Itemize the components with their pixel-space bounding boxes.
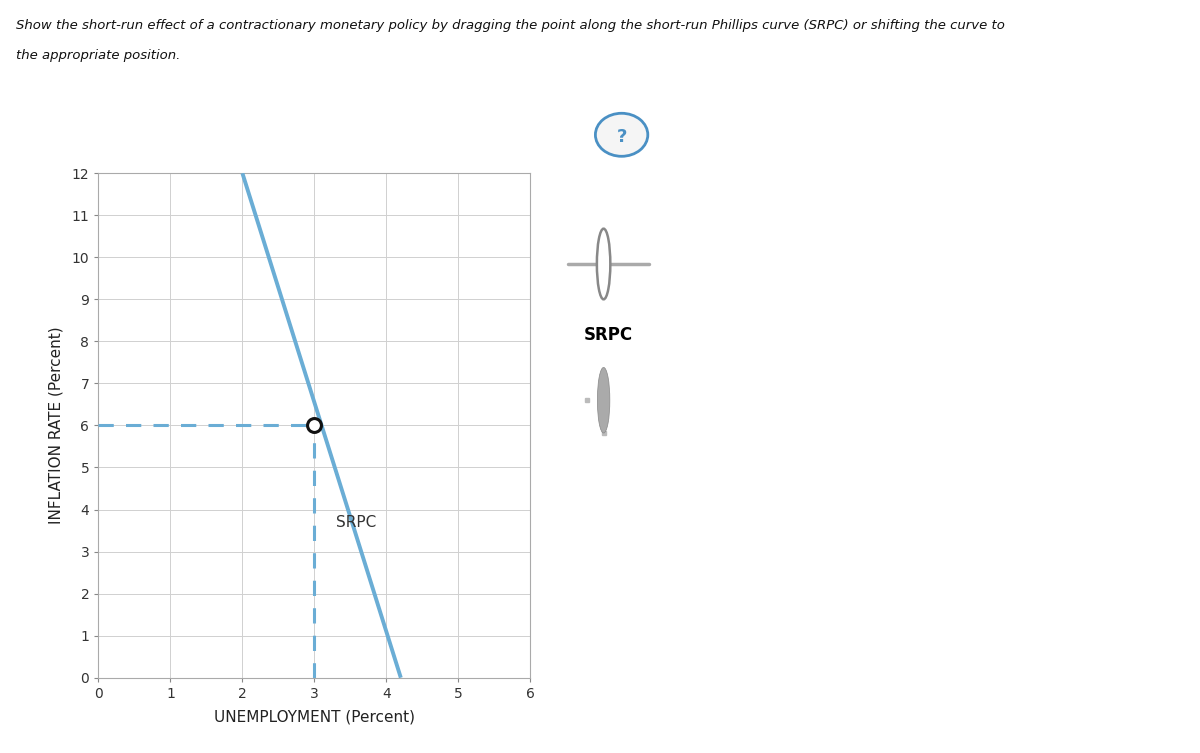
Y-axis label: INFLATION RATE (Percent): INFLATION RATE (Percent)	[48, 327, 64, 524]
Text: SRPC: SRPC	[336, 514, 377, 529]
Text: ?: ?	[617, 128, 626, 146]
Point	[305, 419, 324, 431]
Text: SRPC: SRPC	[584, 325, 632, 343]
Circle shape	[595, 113, 648, 157]
Circle shape	[596, 229, 611, 299]
X-axis label: UNEMPLOYMENT (Percent): UNEMPLOYMENT (Percent)	[214, 709, 415, 724]
Text: Show the short-run effect of a contractionary monetary policy by dragging the po: Show the short-run effect of a contracti…	[16, 19, 1004, 32]
Circle shape	[598, 367, 610, 433]
Text: the appropriate position.: the appropriate position.	[16, 49, 180, 62]
